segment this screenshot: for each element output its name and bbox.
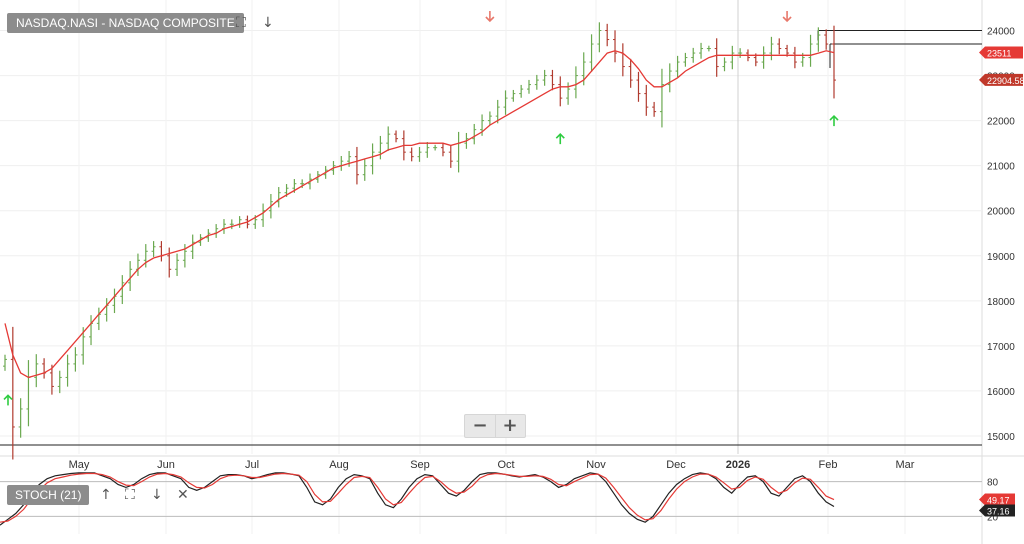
y-tick-label: 20000 bbox=[987, 207, 1015, 218]
stoch-k-tag-bg bbox=[979, 504, 1015, 517]
sell-arrow-icon bbox=[782, 11, 792, 23]
stoch-d-line bbox=[0, 472, 835, 523]
buy-arrow-icon bbox=[555, 132, 565, 145]
stoch-tick-label: 20 bbox=[987, 512, 999, 523]
stoch-d-tag-label: 49.17 bbox=[987, 495, 1010, 505]
ma-value-tag-label: 23511 bbox=[987, 49, 1011, 59]
y-tick-label: 24000 bbox=[987, 27, 1015, 38]
x-tick-label: Oct bbox=[497, 459, 514, 471]
date-axis: May Jun Jul Aug Sep Oct Nov Dec 2026 Feb Mar bbox=[69, 459, 915, 471]
ma-value-tag-bg bbox=[979, 46, 1023, 59]
x-tick-label: Jun bbox=[157, 459, 175, 471]
x-tick-label: Nov bbox=[586, 459, 606, 471]
ma-value-tag: 23511 bbox=[979, 46, 1023, 59]
signal-arrows bbox=[3, 11, 839, 406]
price-axis: 15000 16000 17000 18000 19000 20000 21000 22000… bbox=[987, 27, 1015, 443]
zoom-control: − + bbox=[464, 414, 526, 438]
stoch-k-tag-label: 37.16 bbox=[987, 506, 1010, 516]
price-bars bbox=[3, 22, 836, 460]
x-tick-label: Feb bbox=[819, 459, 838, 471]
buy-arrow-icon-head bbox=[3, 394, 13, 400]
stoch-k-line bbox=[0, 472, 835, 526]
y-tick-label: 17000 bbox=[987, 342, 1015, 353]
value-tags: 23511 22904.58 bbox=[979, 46, 1024, 86]
y-tick-label: 18000 bbox=[987, 297, 1015, 308]
x-tick-label: Sep bbox=[410, 459, 430, 471]
arrow-down-icon[interactable]: ↓ bbox=[151, 487, 163, 503]
last-price-tag-bg bbox=[979, 73, 1023, 86]
x-tick-label: Jul bbox=[245, 459, 259, 471]
chart-title: NASDAQ.NASI - NASDAQ COMPOSITE bbox=[7, 13, 244, 33]
zoom-out-button[interactable]: − bbox=[465, 415, 496, 437]
x-tick-label: May bbox=[69, 459, 90, 471]
buy-arrow-icon-head bbox=[555, 132, 565, 139]
x-tick-label: Aug bbox=[329, 459, 349, 471]
stoch-d-tag-bg bbox=[979, 493, 1015, 506]
y-tick-label: 16000 bbox=[987, 387, 1015, 398]
moving-average-line bbox=[4, 50, 835, 379]
sell-arrow-icon bbox=[485, 11, 495, 23]
arrow-up-icon[interactable]: ↑ bbox=[100, 487, 112, 503]
stoch-d-tag: 49.17 bbox=[979, 493, 1015, 506]
close-icon[interactable]: ✕ bbox=[177, 487, 189, 503]
x-tick-label: 2026 bbox=[726, 459, 750, 471]
y-tick-label: 22000 bbox=[987, 117, 1015, 128]
zoom-in-button[interactable]: + bbox=[502, 415, 518, 436]
arrow-down-icon[interactable]: ↓ bbox=[262, 15, 274, 31]
y-tick-label: 15000 bbox=[987, 432, 1015, 443]
stoch-tick-label: 80 bbox=[987, 478, 999, 489]
last-price-tag: 22904.58 bbox=[979, 73, 1024, 86]
buy-arrow-icon bbox=[829, 114, 839, 127]
x-tick-label: Mar bbox=[896, 459, 915, 471]
expand-icon[interactable]: ⛶ bbox=[125, 487, 135, 503]
price-levels bbox=[0, 30, 982, 446]
buy-arrow-icon-head bbox=[829, 114, 839, 121]
stoch-k-tag: 37.16 bbox=[979, 504, 1015, 517]
expand-icon[interactable]: ⛶ bbox=[236, 15, 246, 31]
stoch-title: STOCH (21) bbox=[7, 485, 90, 505]
last-price-tag-label: 22904.58 bbox=[987, 76, 1024, 86]
sell-arrow-icon-head bbox=[782, 16, 792, 23]
buy-arrow-icon bbox=[3, 394, 13, 406]
y-tick-label: 21000 bbox=[987, 162, 1015, 173]
y-tick-label: 19000 bbox=[987, 252, 1015, 263]
sell-arrow-icon-head bbox=[485, 16, 495, 23]
x-tick-label: Dec bbox=[666, 459, 686, 471]
